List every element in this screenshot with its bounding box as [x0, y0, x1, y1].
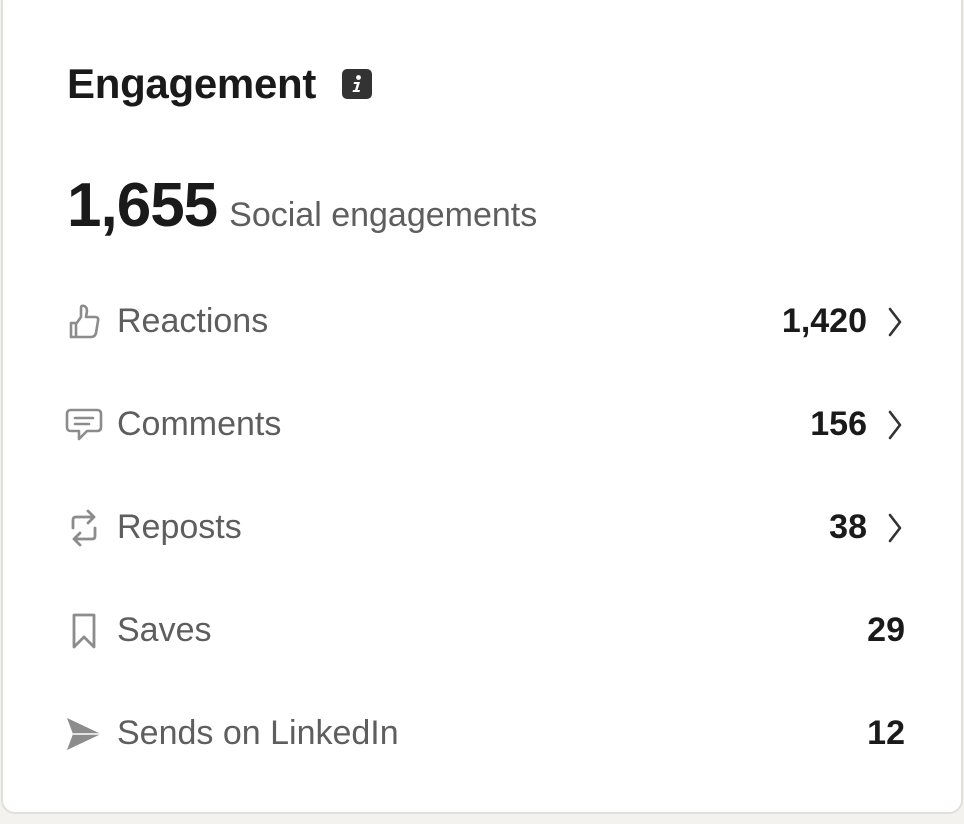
chevron-right-icon[interactable] — [885, 511, 905, 545]
comments-value: 156 — [810, 405, 867, 443]
reposts-label: Reposts — [117, 508, 242, 546]
engagement-summary: 1,655 Social engagements — [67, 170, 537, 250]
sends-label: Sends on LinkedIn — [117, 714, 399, 752]
engagement-breakdown: Reactions 1,420 Comments 156 — [65, 270, 905, 785]
sends-value: 12 — [867, 714, 905, 752]
send-icon — [65, 714, 103, 754]
repost-icon — [65, 508, 103, 548]
reposts-row[interactable]: Reposts 38 — [65, 476, 905, 579]
info-icon[interactable] — [342, 69, 373, 99]
sends-row: Sends on LinkedIn 12 — [65, 682, 905, 785]
reactions-label: Reactions — [117, 302, 269, 340]
total-engagements-label: Social engagements — [229, 196, 538, 234]
comment-icon — [65, 405, 103, 445]
card-title: Engagement — [67, 60, 317, 107]
saves-row: Saves 29 — [65, 579, 905, 682]
chevron-right-icon[interactable] — [885, 305, 905, 339]
total-engagements-value: 1,655 — [67, 171, 218, 240]
saves-value: 29 — [867, 611, 905, 649]
reactions-value: 1,420 — [781, 302, 867, 340]
comments-row[interactable]: Comments 156 — [65, 373, 905, 476]
reposts-value: 38 — [829, 508, 867, 546]
bookmark-icon — [65, 611, 103, 651]
card-header: Engagement — [67, 54, 373, 114]
comments-label: Comments — [117, 405, 282, 443]
saves-label: Saves — [117, 611, 212, 649]
chevron-right-icon[interactable] — [885, 408, 905, 442]
reactions-row[interactable]: Reactions 1,420 — [65, 270, 905, 373]
thumbs-up-icon — [65, 302, 103, 342]
